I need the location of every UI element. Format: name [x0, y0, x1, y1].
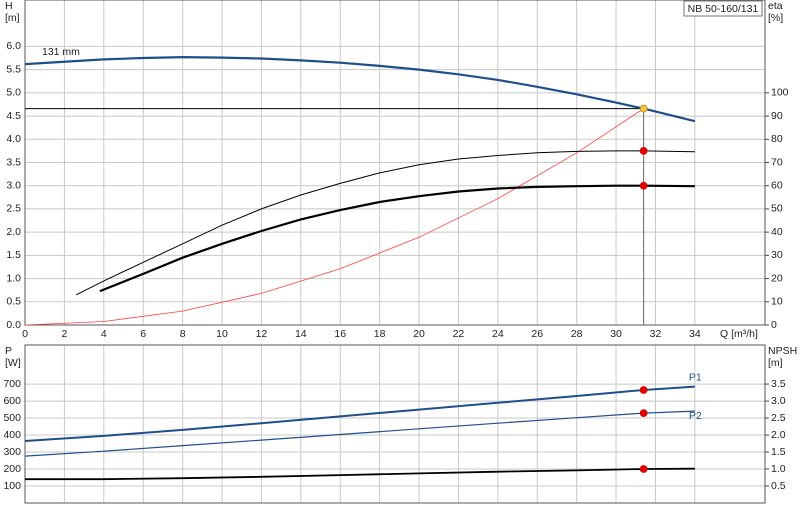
x-tick-label: 30	[610, 328, 622, 340]
y2-tick-label: 1.0	[771, 463, 786, 475]
curve	[24, 385, 695, 442]
y-tick-label: 400	[3, 429, 21, 441]
y-tick-label: 5.0	[6, 87, 21, 99]
curve-label: 131 mm	[42, 46, 80, 58]
x-tick-label: 18	[374, 328, 386, 340]
y-tick-label: 2.0	[6, 226, 21, 238]
y-tick-label: 6.0	[6, 40, 21, 52]
y-tick-label: 300	[3, 446, 21, 458]
x-tick-label: 26	[531, 328, 543, 340]
y2-tick-label: 80	[771, 133, 783, 145]
y-axis-label: H	[5, 0, 13, 12]
curve	[24, 108, 644, 326]
x-tick-label: 14	[295, 328, 307, 340]
x-axis-label: Q [m³/h]	[720, 328, 758, 340]
y2-tick-label: 70	[771, 156, 783, 168]
operating-point	[639, 409, 648, 418]
title-box	[683, 0, 763, 17]
y-tick-label: 200	[3, 463, 21, 475]
y2-tick-label: 40	[771, 226, 783, 238]
curve	[75, 150, 695, 296]
x-tick-label: 20	[413, 328, 425, 340]
x-tick-label: 34	[689, 328, 701, 340]
y2-tick-label: 3.5	[771, 378, 786, 390]
y-tick-label: 600	[3, 395, 21, 407]
x-tick-label: 12	[256, 328, 268, 340]
y-axis-label: P	[5, 345, 12, 357]
x-tick-label: 2	[61, 328, 67, 340]
y2-tick-label: 60	[771, 179, 783, 191]
y-axis-unit: [W]	[5, 357, 21, 369]
y2-tick-label: 90	[771, 110, 783, 122]
curve	[25, 467, 695, 481]
curve	[99, 184, 695, 293]
plot-frame	[24, 0, 766, 326]
y-axis-unit: [m]	[5, 12, 20, 24]
curve-label: P2	[689, 410, 702, 422]
x-tick-label: 24	[492, 328, 504, 340]
x-tick-label: 16	[334, 328, 346, 340]
y-tick-label: 0.0	[6, 319, 21, 331]
y2-tick-label: 3.0	[771, 395, 786, 407]
y-tick-label: 0.5	[6, 296, 21, 308]
y2-axis-unit: [m]	[768, 357, 783, 369]
plot-frame	[24, 344, 766, 504]
y2-tick-label: 100	[771, 87, 789, 99]
y-tick-label: 5.5	[6, 63, 21, 75]
curve-label: P1	[689, 371, 702, 383]
chart-title: NB 50-160/131	[688, 3, 759, 15]
operating-point	[639, 465, 648, 473]
y2-tick-label: 20	[771, 272, 783, 284]
y-tick-label: 4.5	[6, 110, 21, 122]
y2-tick-label: 0.5	[771, 480, 786, 492]
x-tick-label: 28	[571, 328, 583, 340]
y2-axis-label: NPSH	[768, 345, 797, 357]
y2-tick-label: 0	[771, 319, 777, 331]
y2-tick-label: 2.5	[771, 412, 786, 424]
y-tick-label: 2.5	[6, 203, 21, 215]
curve	[24, 55, 696, 123]
y2-axis-label: eta	[768, 0, 783, 12]
operating-point	[639, 104, 648, 113]
y-tick-label: 100	[3, 480, 21, 492]
y-tick-label: 700	[3, 378, 21, 390]
y2-tick-label: 10	[771, 296, 783, 308]
y2-axis-unit: [%]	[768, 12, 783, 24]
y2-tick-label: 1.5	[771, 446, 786, 458]
y-tick-label: 500	[3, 412, 21, 424]
y2-tick-label: 2.0	[771, 429, 786, 441]
operating-point	[639, 146, 648, 155]
y-tick-label: 3.5	[6, 156, 21, 168]
y-tick-label: 4.0	[6, 133, 21, 145]
operating-point	[639, 181, 648, 190]
x-tick-label: 22	[453, 328, 465, 340]
x-tick-label: 10	[216, 328, 228, 340]
y2-tick-label: 50	[771, 203, 783, 215]
x-tick-label: 8	[180, 328, 186, 340]
curve	[24, 410, 695, 457]
x-tick-label: 4	[101, 328, 107, 340]
y-tick-label: 1.5	[6, 249, 21, 261]
x-tick-label: 6	[140, 328, 146, 340]
y-tick-label: 1.0	[6, 272, 21, 284]
y2-tick-label: 30	[771, 249, 783, 261]
x-tick-label: 32	[650, 328, 662, 340]
x-tick-label: 0	[22, 328, 28, 340]
operating-point	[639, 386, 648, 394]
y-tick-label: 3.0	[6, 179, 21, 191]
